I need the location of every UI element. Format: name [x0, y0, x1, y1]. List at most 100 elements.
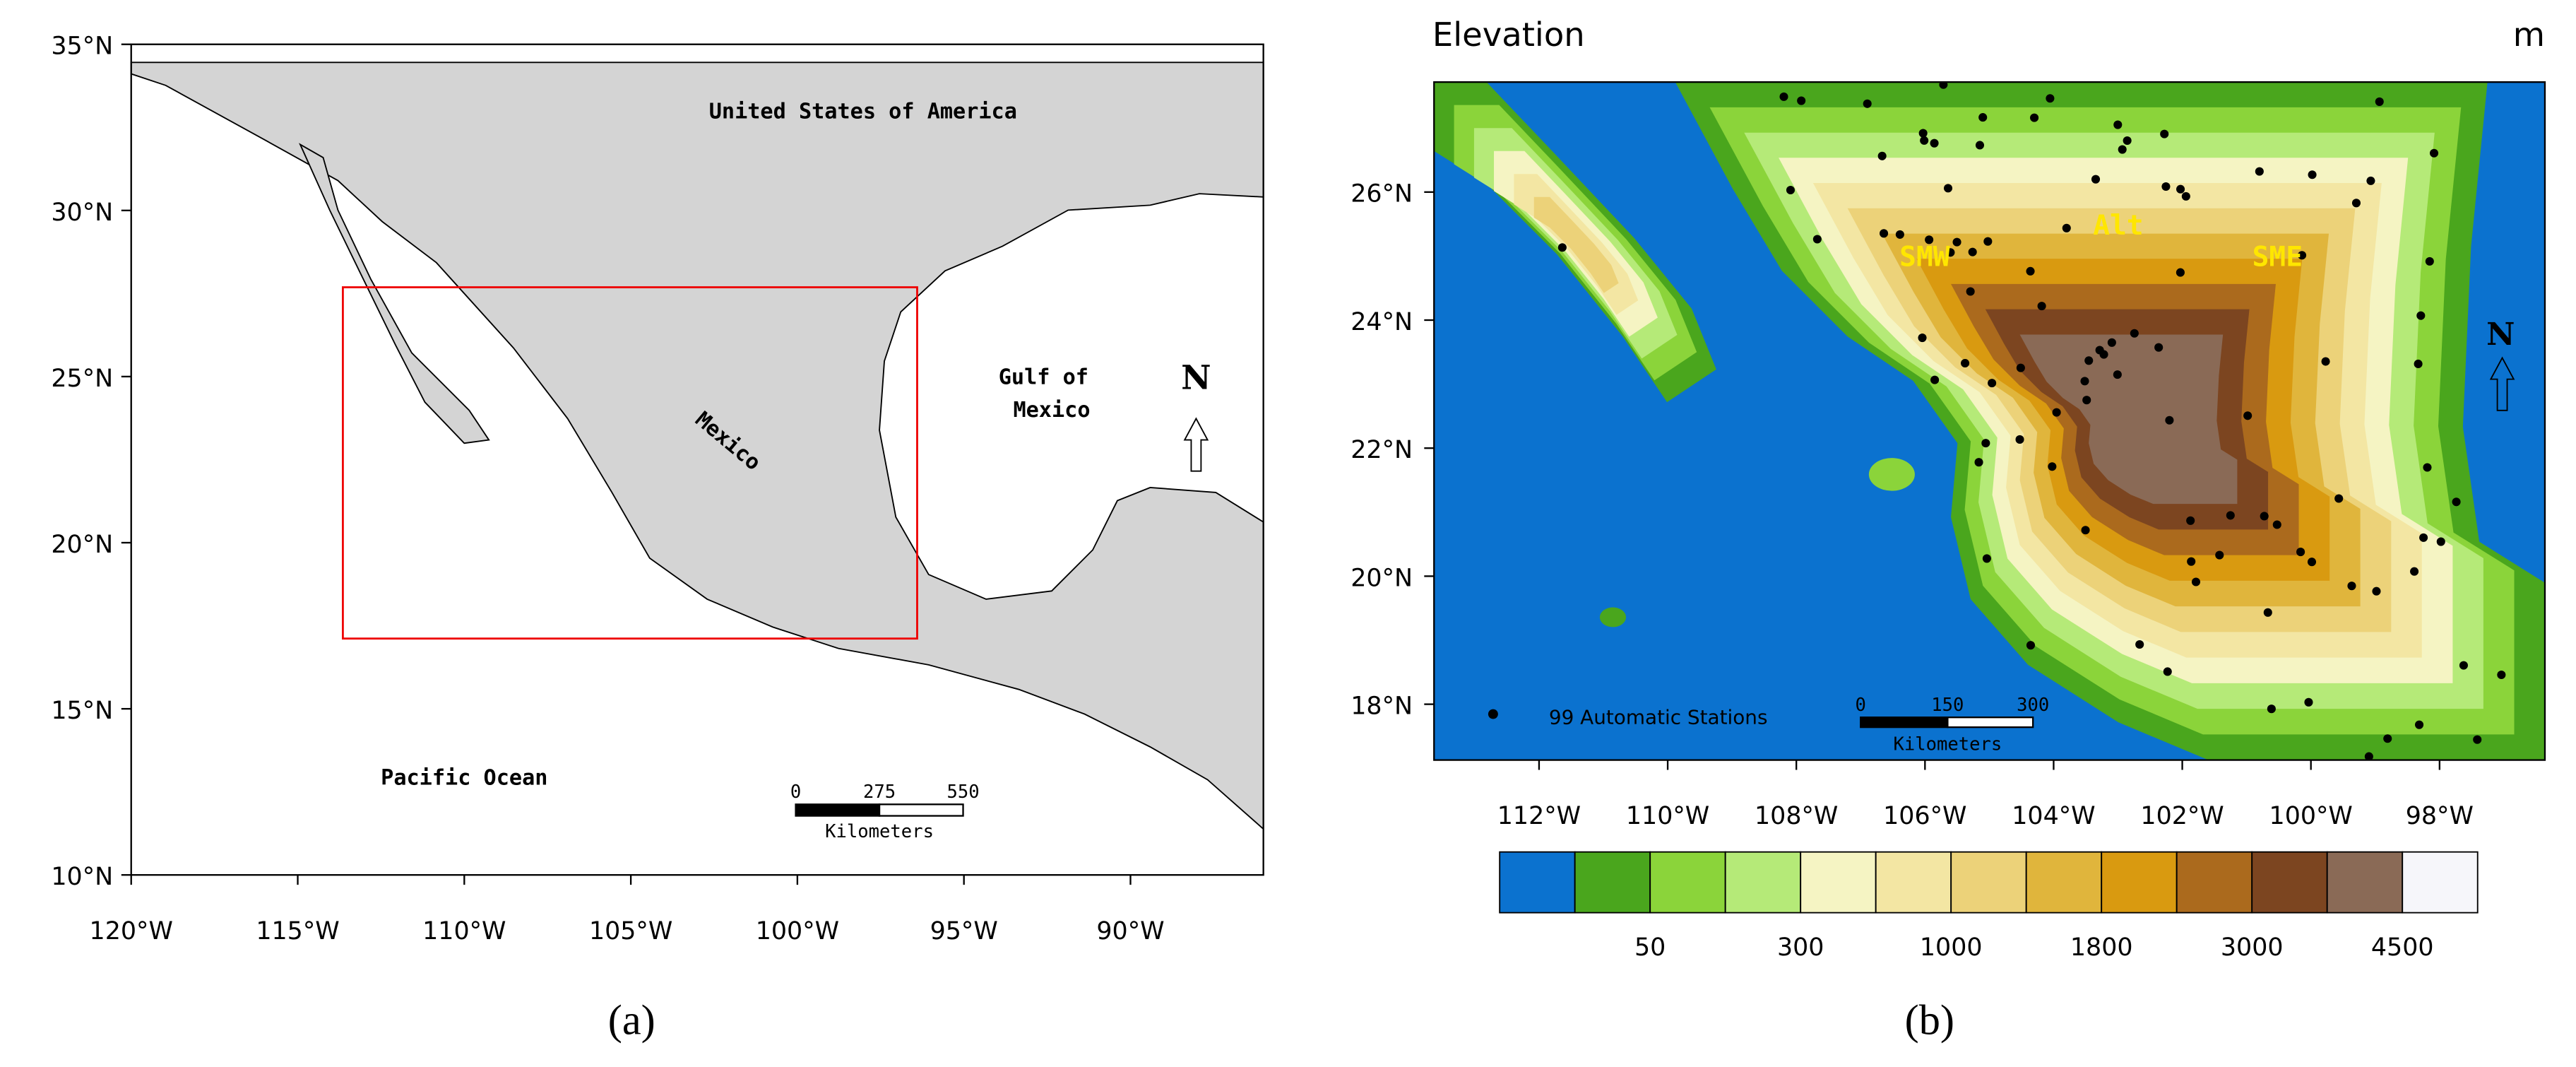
north-label: N	[1181, 358, 1211, 397]
station	[1812, 235, 1822, 244]
baja	[298, 143, 490, 444]
lon-tick-label: 95°W	[930, 917, 998, 945]
lat-tick-label: 35°N	[51, 33, 113, 61]
scale-tick: 300	[2017, 695, 2049, 716]
lon-tick-label: 108°W	[1755, 802, 1838, 830]
lat-tick-label: 15°N	[51, 697, 113, 725]
station	[1797, 96, 1806, 105]
station	[1988, 379, 1997, 388]
station	[2436, 537, 2445, 546]
station	[2113, 370, 2122, 379]
colorbar-cell	[2101, 851, 2178, 914]
station	[2154, 343, 2164, 352]
station	[1943, 184, 1953, 193]
colorbar-cell	[2251, 851, 2328, 914]
station	[2243, 411, 2252, 420]
station	[2410, 567, 2419, 576]
panel-a: United States of America Gulf of Mexico …	[51, 33, 1264, 1044]
colorbar-label: 3000	[2221, 933, 2284, 962]
place-label: Gulf of	[999, 365, 1088, 390]
scale-bar	[1860, 717, 1949, 729]
station	[2048, 462, 2057, 471]
station	[1946, 248, 1955, 257]
colorbar-label: 50	[1634, 933, 1666, 962]
station	[2026, 641, 2036, 650]
lon-tick-label: 90°W	[1096, 917, 1164, 945]
station	[1961, 358, 1970, 368]
station	[2307, 558, 2317, 567]
lat-tick-label: 20°N	[1351, 564, 1413, 592]
lat-tick-label: 25°N	[51, 365, 113, 393]
station	[1975, 141, 1985, 150]
station	[2161, 182, 2171, 191]
station	[2419, 533, 2428, 542]
scale-unit: Kilometers	[1893, 734, 2002, 755]
station	[2334, 494, 2344, 503]
station	[2260, 512, 2269, 521]
station	[1786, 185, 1796, 195]
colorbar-label: 1800	[2070, 933, 2133, 962]
station	[2321, 357, 2330, 366]
colorbar-cell	[2025, 851, 2103, 914]
map-frame	[1433, 81, 2546, 761]
lon-tick-label: 120°W	[90, 917, 173, 945]
lon-tick-label: 110°W	[422, 917, 506, 945]
lon-tick-label: 104°W	[2012, 802, 2095, 830]
station	[2415, 720, 2424, 729]
colorbar-cell	[1950, 851, 2027, 914]
colorbar-label: 1000	[1920, 933, 1983, 962]
station	[2046, 94, 2055, 103]
station	[1930, 375, 1940, 384]
station	[2296, 548, 2305, 557]
station	[1895, 230, 1904, 239]
lon-tick-label: 110°W	[1626, 802, 1709, 830]
station	[2459, 661, 2468, 670]
elevation-band	[1533, 196, 1619, 293]
station	[1877, 151, 1887, 160]
lon-tick-label: 106°W	[1883, 802, 1966, 830]
station	[2255, 167, 2264, 176]
station	[1557, 243, 1567, 252]
station	[2351, 199, 2361, 208]
station	[1966, 287, 1975, 296]
station	[2308, 170, 2317, 179]
station-legend-marker	[1488, 709, 1498, 719]
station	[2263, 608, 2272, 617]
station	[2267, 705, 2276, 714]
station	[1981, 439, 1990, 448]
station	[2497, 670, 2506, 680]
station	[2226, 511, 2235, 520]
station	[2430, 148, 2439, 158]
station	[2091, 175, 2101, 184]
station	[2030, 113, 2039, 122]
station	[2215, 550, 2224, 560]
island	[1868, 458, 1915, 491]
station	[2176, 268, 2185, 277]
scale-tick: 150	[1931, 695, 1964, 716]
station	[2372, 586, 2381, 596]
station	[2364, 752, 2373, 760]
station	[1983, 237, 1993, 246]
station	[2176, 184, 2185, 194]
station	[1974, 458, 1983, 467]
north-arrow	[1183, 417, 1209, 472]
colorbar-label: 4500	[2371, 933, 2434, 962]
colorbar-cell	[1649, 851, 1726, 914]
station	[2425, 257, 2434, 266]
lat-tick-label: 24°N	[1351, 308, 1413, 336]
station	[2375, 97, 2384, 106]
region-label: SME	[2252, 240, 2303, 273]
lat-tick-label: 22°N	[1351, 436, 1413, 464]
scale-tick: 275	[863, 782, 896, 803]
place-label: Mexico	[1013, 398, 1090, 423]
station	[2163, 667, 2172, 676]
station	[1863, 99, 1872, 108]
station	[2452, 497, 2461, 507]
station	[1918, 129, 1928, 138]
colorbar-cell	[2326, 851, 2404, 914]
station	[2304, 697, 2313, 707]
panel-label: (a)	[608, 997, 655, 1044]
station	[2026, 266, 2035, 276]
map-title: Elevation	[1432, 16, 1585, 54]
